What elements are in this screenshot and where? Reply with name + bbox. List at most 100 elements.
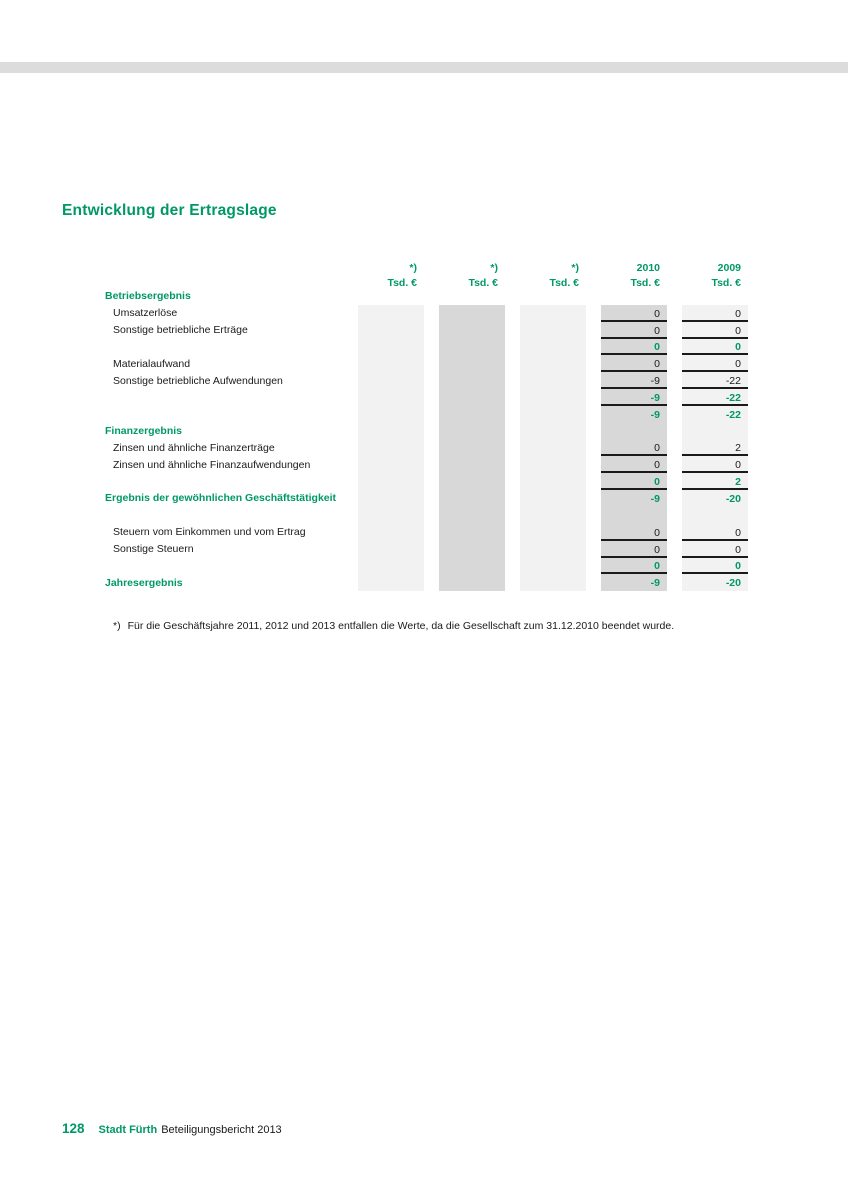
value-cell: 0 (601, 523, 667, 541)
earnings-table: *) *) *) 2010 2009 Tsd. € Tsd. € Tsd. € … (105, 258, 760, 592)
row-label: Sonstige betriebliche Aufwendungen (113, 374, 283, 387)
value-cell: -9 (601, 389, 667, 406)
value-cell (520, 456, 586, 474)
page-number: 128 (62, 1121, 85, 1136)
value-cell (358, 321, 424, 339)
header-unit-cell: Tsd. € (468, 276, 498, 289)
value-cell: 0 (682, 557, 748, 575)
row-label (105, 389, 343, 406)
value-cell (439, 574, 505, 592)
value-cell (439, 523, 505, 541)
table-row: Umsatzerlöse 0 0 (105, 304, 760, 322)
value-cell (439, 557, 505, 575)
value-cell (682, 422, 748, 440)
value-cell (439, 490, 505, 507)
value-cell: 0 (682, 456, 748, 474)
value-cell (439, 405, 505, 423)
value-cell: -9 (601, 574, 667, 592)
table-body: Betriebsergebnis Umsatzerlöse 0 0 Sonstige b… (105, 288, 760, 592)
row-label: Jahresergebnis (105, 576, 183, 589)
value-cell (358, 304, 424, 322)
header-year-cell: *) (571, 261, 579, 274)
value-cell (439, 439, 505, 457)
value-cell (358, 372, 424, 390)
value-cell: -9 (601, 405, 667, 423)
value-cell (358, 473, 424, 491)
table-row: Sonstige Steuern 0 0 (105, 540, 760, 558)
table-row: Jahresergebnis -9 -20 (105, 574, 760, 592)
footnote-text: Für die Geschäftsjahre 2011, 2012 und 20… (127, 620, 675, 632)
value-cell (520, 389, 586, 406)
value-cell: 0 (601, 439, 667, 457)
value-cell: 0 (601, 355, 667, 373)
value-cell: 0 (601, 473, 667, 491)
row-label: Ergebnis der gewöhnlichen Geschäftstätig… (105, 492, 337, 505)
value-cell (520, 372, 586, 390)
row-label: Zinsen und ähnliche Finanzaufwendungen (113, 458, 311, 471)
value-cell (358, 490, 424, 507)
row-label: Zinsen und ähnliche Finanzerträge (113, 441, 275, 454)
value-cell (439, 338, 505, 356)
value-cell (520, 540, 586, 558)
page-title: Entwicklung der Ertragslage (62, 202, 277, 219)
row-label (105, 473, 343, 490)
value-cell (601, 288, 667, 305)
row-label (105, 507, 343, 524)
value-cell: 0 (601, 557, 667, 575)
value-cell (520, 490, 586, 507)
table-row: Sonstige betriebliche Erträge 0 0 (105, 321, 760, 339)
table-row: Ergebnis der gewöhnlichen Geschäftstätig… (105, 490, 760, 507)
table-row (105, 506, 760, 524)
header-unit-cell: Tsd. € (711, 276, 741, 289)
value-cell (439, 506, 505, 524)
value-cell (358, 557, 424, 575)
row-label: Betriebsergebnis (105, 290, 191, 303)
value-cell (358, 355, 424, 373)
value-cell (601, 506, 667, 524)
value-cell (439, 422, 505, 440)
value-cell (439, 304, 505, 322)
value-cell: 0 (682, 321, 748, 339)
value-cell: -22 (682, 389, 748, 406)
value-cell: 0 (682, 355, 748, 373)
value-cell: 0 (601, 304, 667, 322)
table-row: Finanzergebnis (105, 422, 760, 440)
value-cell: 0 (682, 523, 748, 541)
value-cell (520, 557, 586, 575)
table-row: Zinsen und ähnliche Finanzerträge 0 2 (105, 439, 760, 457)
row-label: Finanzergebnis (105, 425, 183, 438)
value-cell (520, 355, 586, 373)
value-cell (358, 523, 424, 541)
value-cell (520, 422, 586, 440)
value-cell (439, 389, 505, 406)
value-cell: 0 (682, 304, 748, 322)
table-row: Betriebsergebnis (105, 288, 760, 305)
value-cell (439, 456, 505, 474)
header-unit-cell: Tsd. € (549, 276, 579, 289)
value-cell (520, 338, 586, 356)
row-label (105, 339, 343, 356)
header-year-cell: 2009 (717, 261, 741, 274)
table-header-unit-row: Tsd. € Tsd. € Tsd. € Tsd. € Tsd. € (105, 273, 760, 288)
value-cell (520, 574, 586, 592)
value-cell: 2 (682, 473, 748, 491)
row-label (105, 558, 343, 575)
value-cell: -22 (682, 372, 748, 390)
table-row: Steuern vom Einkommen und vom Ertrag 0 0 (105, 523, 760, 541)
value-cell: -22 (682, 405, 748, 423)
table-row: Sonstige betriebliche Aufwendungen -9 -22 (105, 372, 760, 390)
value-cell (358, 288, 424, 305)
value-cell: 0 (601, 540, 667, 558)
value-cell: -9 (601, 490, 667, 507)
value-cell (358, 422, 424, 440)
value-cell (682, 506, 748, 524)
value-cell (358, 338, 424, 356)
row-label: Sonstige Steuern (113, 542, 194, 555)
table-row: -9 -22 (105, 405, 760, 423)
value-cell (520, 439, 586, 457)
row-label: Steuern vom Einkommen und vom Ertrag (113, 526, 306, 539)
value-cell (520, 304, 586, 322)
value-cell (439, 372, 505, 390)
